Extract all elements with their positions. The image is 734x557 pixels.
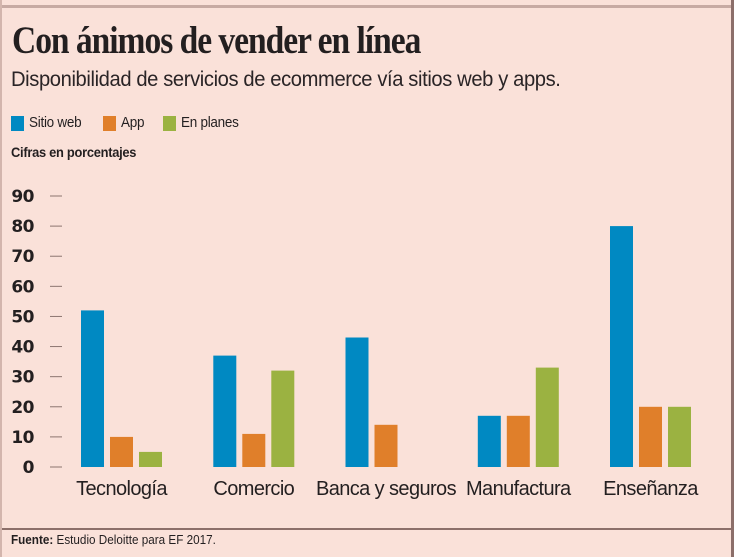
legend-label: App bbox=[121, 114, 145, 131]
y-tick-label: 50 bbox=[11, 307, 34, 327]
units-label: Cifras en porcentajes bbox=[11, 144, 137, 160]
bar-en-planes bbox=[668, 406, 691, 467]
legend: Sitio web App En planes bbox=[11, 114, 261, 132]
x-axis: Tecnología Comercio Banca y seguros Manufac… bbox=[76, 478, 700, 500]
bar-app bbox=[374, 424, 398, 467]
legend-swatch-en-planes bbox=[162, 115, 176, 131]
frame-left-border bbox=[0, 0, 2, 557]
footer: Fuente: Estudio Deloitte para EF 2017. bbox=[11, 532, 216, 547]
y-tick-label: 20 bbox=[11, 398, 34, 418]
x-category-label: Tecnología bbox=[76, 478, 168, 500]
x-category-label: Manufactura bbox=[466, 478, 572, 500]
source-text: Estudio Deloitte para EF 2017. bbox=[56, 532, 216, 547]
chart-subtitle: Disponibilidad de servicios de ecommerce… bbox=[11, 68, 561, 91]
bar-en-planes bbox=[535, 367, 559, 467]
frame-right-border bbox=[731, 0, 734, 557]
bar-sitio-web bbox=[81, 310, 104, 467]
source-label: Fuente: bbox=[11, 532, 54, 547]
legend-item-app: App bbox=[103, 114, 147, 132]
bar-app bbox=[506, 415, 530, 467]
y-tick-label: 0 bbox=[23, 458, 35, 478]
top-divider bbox=[2, 5, 731, 8]
bar-sitio-web bbox=[610, 226, 633, 467]
bars bbox=[81, 226, 691, 467]
bar-sitio-web bbox=[213, 355, 237, 467]
bar-sitio-web bbox=[345, 337, 369, 467]
y-axis: 0 10 20 30 40 50 60 70 80 90 bbox=[11, 187, 62, 478]
legend-item-en-planes: En planes bbox=[162, 114, 245, 132]
y-tick-label: 10 bbox=[11, 428, 34, 448]
chart-title: Con ánimos de vender en línea bbox=[12, 19, 421, 62]
bar-en-planes bbox=[139, 451, 162, 467]
legend-label: Sitio web bbox=[29, 114, 82, 131]
legend-item-sitio-web: Sitio web bbox=[11, 114, 87, 132]
y-tick-label: 30 bbox=[11, 368, 34, 388]
footer-divider bbox=[2, 528, 731, 530]
bar-app bbox=[639, 406, 662, 467]
legend-swatch-app bbox=[103, 115, 117, 131]
bar-app bbox=[242, 433, 266, 467]
bar-app bbox=[110, 436, 133, 467]
bar-sitio-web bbox=[477, 415, 501, 467]
x-category-label: Banca y seguros bbox=[316, 478, 457, 500]
y-tick-label: 40 bbox=[11, 338, 34, 358]
y-tick-label: 90 bbox=[11, 187, 34, 207]
legend-swatch-sitio-web bbox=[11, 115, 24, 131]
y-tick-label: 80 bbox=[11, 217, 34, 237]
y-tick-label: 60 bbox=[11, 277, 34, 297]
x-category-label: Enseñanza bbox=[603, 478, 699, 500]
legend-label: En planes bbox=[180, 114, 239, 131]
x-category-label: Comercio bbox=[213, 478, 294, 500]
bar-en-planes bbox=[271, 370, 295, 467]
y-tick-label: 70 bbox=[11, 247, 34, 267]
